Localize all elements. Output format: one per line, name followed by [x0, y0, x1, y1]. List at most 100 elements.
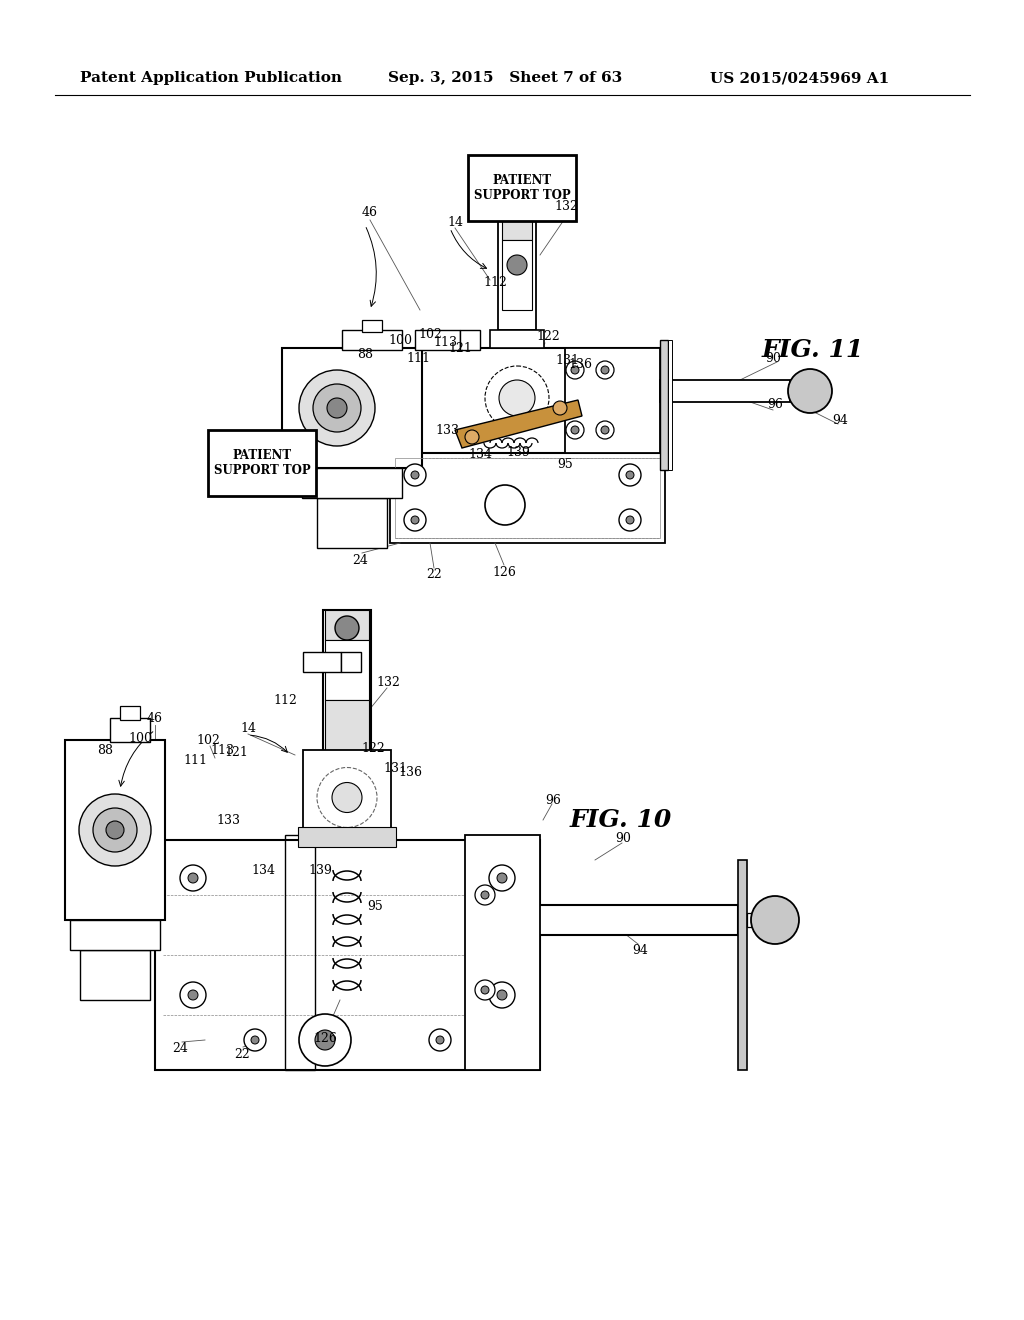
Circle shape: [618, 510, 641, 531]
Circle shape: [497, 873, 507, 883]
Circle shape: [497, 990, 507, 1001]
Text: 46: 46: [147, 711, 163, 725]
Bar: [325, 610, 369, 640]
Text: 94: 94: [632, 944, 648, 957]
Circle shape: [788, 370, 831, 413]
Circle shape: [180, 865, 206, 891]
Bar: [323, 610, 371, 840]
Text: 136: 136: [398, 767, 422, 780]
Bar: [303, 652, 341, 672]
Bar: [120, 706, 140, 719]
Circle shape: [315, 1030, 335, 1049]
Circle shape: [626, 516, 634, 524]
Bar: [285, 836, 315, 1071]
Bar: [415, 330, 460, 350]
Circle shape: [332, 783, 362, 813]
Text: 22: 22: [426, 569, 442, 582]
Bar: [498, 220, 536, 330]
Circle shape: [499, 380, 535, 416]
Text: PATIENT
SUPPORT TOP: PATIENT SUPPORT TOP: [214, 449, 310, 477]
Text: 96: 96: [545, 793, 561, 807]
Bar: [465, 836, 540, 1071]
Text: PATIENT
SUPPORT TOP: PATIENT SUPPORT TOP: [474, 174, 570, 202]
Text: 112: 112: [273, 693, 297, 706]
Text: US 2015/0245969 A1: US 2015/0245969 A1: [710, 71, 889, 84]
Bar: [502, 220, 532, 240]
Circle shape: [489, 865, 515, 891]
Circle shape: [251, 1036, 259, 1044]
Circle shape: [601, 426, 609, 434]
Bar: [309, 820, 385, 842]
Bar: [468, 154, 575, 220]
Bar: [282, 348, 422, 469]
Text: 131: 131: [383, 762, 407, 775]
Circle shape: [626, 471, 634, 479]
Text: 46: 46: [362, 206, 378, 219]
Bar: [325, 700, 369, 750]
Bar: [390, 453, 665, 543]
Text: 132: 132: [376, 676, 400, 689]
Bar: [342, 330, 402, 350]
Bar: [415, 348, 660, 453]
Text: 24: 24: [352, 553, 368, 566]
Circle shape: [465, 430, 479, 444]
Bar: [565, 348, 660, 453]
Circle shape: [507, 255, 527, 275]
Text: 100: 100: [128, 731, 152, 744]
Circle shape: [475, 979, 495, 1001]
Text: 133: 133: [435, 424, 459, 437]
Circle shape: [244, 1030, 266, 1051]
Circle shape: [566, 421, 584, 440]
Circle shape: [566, 360, 584, 379]
Circle shape: [106, 821, 124, 840]
Text: 90: 90: [615, 832, 631, 845]
Circle shape: [475, 884, 495, 906]
Bar: [660, 380, 790, 403]
Text: 126: 126: [493, 565, 516, 578]
Circle shape: [618, 465, 641, 486]
Text: 133: 133: [216, 813, 240, 826]
Text: Sep. 3, 2015   Sheet 7 of 63: Sep. 3, 2015 Sheet 7 of 63: [388, 71, 623, 84]
Circle shape: [481, 986, 489, 994]
Text: 24: 24: [172, 1041, 188, 1055]
Bar: [70, 920, 160, 950]
Text: 136: 136: [568, 359, 592, 371]
Text: 121: 121: [449, 342, 472, 355]
Circle shape: [751, 896, 799, 944]
Circle shape: [411, 516, 419, 524]
Text: 113: 113: [210, 743, 234, 756]
Circle shape: [317, 767, 377, 828]
Bar: [155, 840, 540, 1071]
Bar: [317, 498, 387, 548]
Bar: [80, 950, 150, 1001]
Bar: [490, 330, 544, 348]
Text: 111: 111: [183, 754, 207, 767]
Circle shape: [79, 795, 151, 866]
Bar: [65, 741, 165, 920]
Circle shape: [481, 891, 489, 899]
Text: 139: 139: [506, 446, 530, 458]
Bar: [460, 330, 480, 350]
Text: 132: 132: [554, 201, 578, 214]
Bar: [660, 341, 668, 470]
Circle shape: [188, 873, 198, 883]
Text: 102: 102: [418, 329, 442, 342]
Circle shape: [553, 401, 567, 414]
Circle shape: [429, 1030, 451, 1051]
Bar: [341, 652, 361, 672]
Text: 88: 88: [357, 348, 373, 362]
Text: FIG. 11: FIG. 11: [762, 338, 864, 362]
Circle shape: [180, 982, 206, 1008]
Text: 14: 14: [447, 215, 463, 228]
Bar: [502, 240, 532, 310]
Circle shape: [571, 366, 579, 374]
Circle shape: [485, 366, 549, 430]
Text: 112: 112: [483, 276, 507, 289]
Circle shape: [299, 370, 375, 446]
Text: 131: 131: [555, 354, 579, 367]
Circle shape: [188, 990, 198, 1001]
Text: 134: 134: [468, 449, 492, 462]
Circle shape: [299, 1014, 351, 1067]
Circle shape: [404, 510, 426, 531]
Text: 95: 95: [368, 900, 383, 913]
